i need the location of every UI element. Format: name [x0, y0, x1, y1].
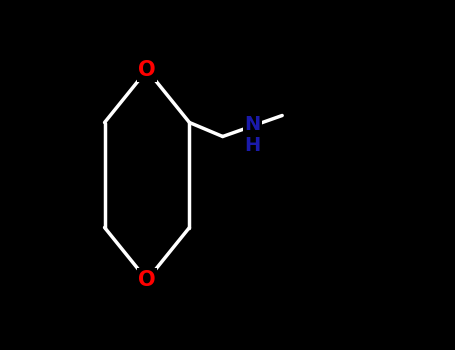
Text: H: H — [244, 136, 261, 155]
Text: O: O — [138, 270, 156, 290]
Text: N: N — [244, 115, 261, 134]
Text: O: O — [138, 60, 156, 80]
